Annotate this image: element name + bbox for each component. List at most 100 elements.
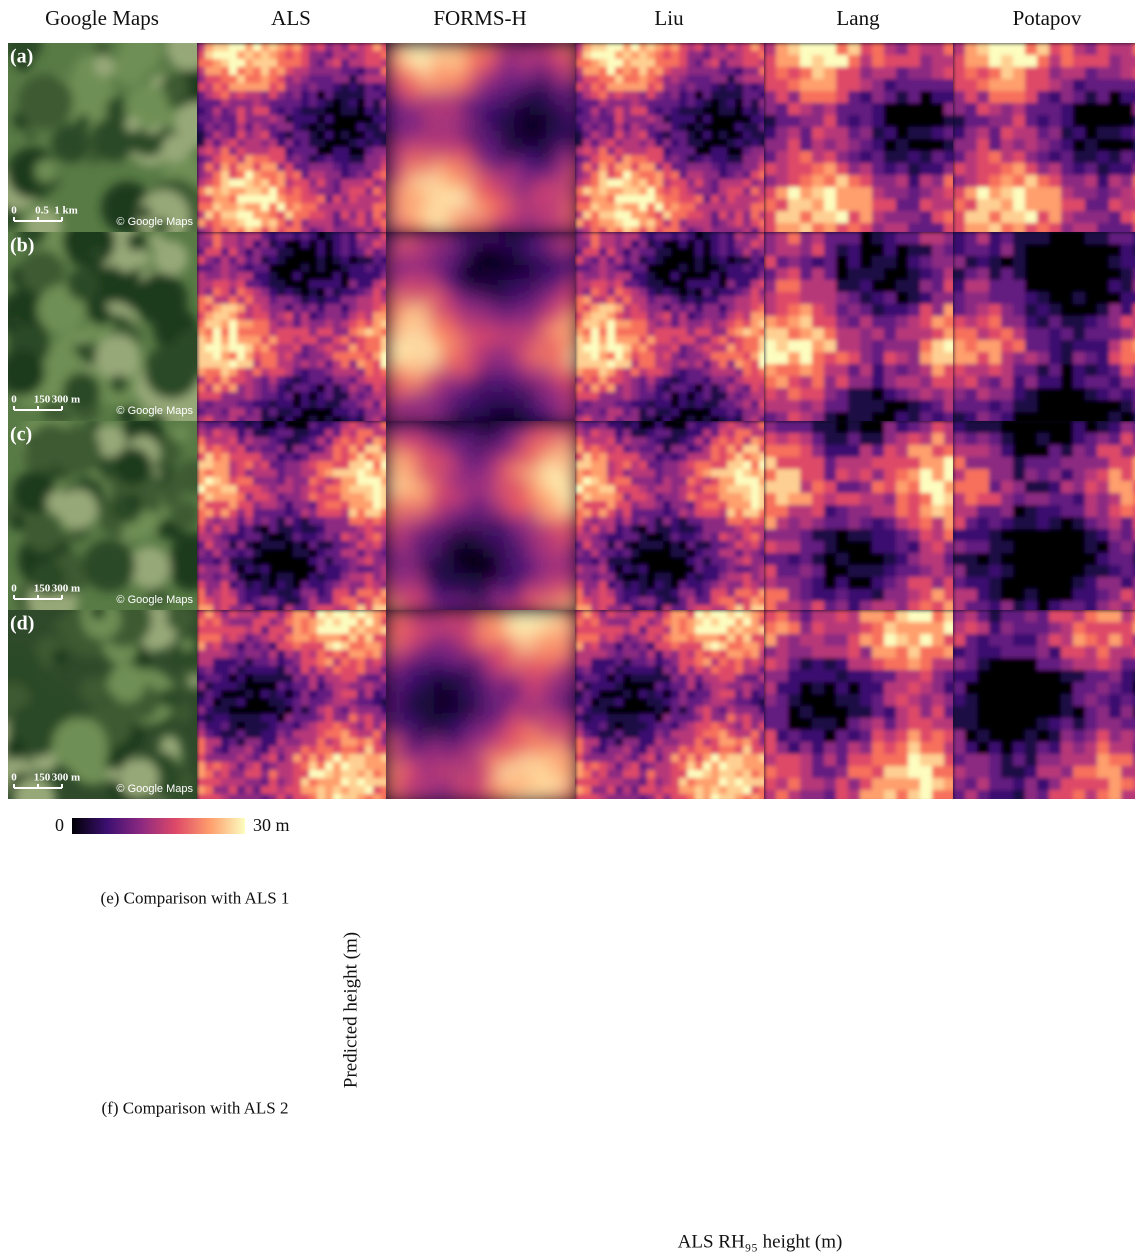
pixel <box>253 43 262 52</box>
pixel <box>932 79 945 92</box>
pixel <box>631 139 640 148</box>
pixel <box>341 147 350 156</box>
pixel <box>434 179 443 188</box>
pixel <box>719 163 728 172</box>
pixel <box>679 195 688 204</box>
pixel <box>695 99 704 108</box>
pixel <box>410 211 419 220</box>
pixel <box>920 211 933 224</box>
pixel <box>751 43 760 52</box>
pixel <box>197 59 206 68</box>
pixel <box>824 115 837 128</box>
pixel <box>719 131 728 140</box>
pixel <box>237 296 246 305</box>
pixel <box>663 75 672 84</box>
pixel <box>442 75 451 84</box>
pixel <box>727 139 736 148</box>
pixel <box>1073 199 1086 212</box>
pixel <box>386 171 395 180</box>
pixel <box>301 195 310 204</box>
pixel <box>285 203 294 212</box>
pixel <box>687 211 696 220</box>
pixel <box>317 179 326 188</box>
patch <box>175 102 197 144</box>
pixel <box>245 232 254 241</box>
pixel <box>1085 115 1098 128</box>
pixel <box>482 59 491 68</box>
pixel <box>474 203 483 212</box>
pixel <box>663 155 672 164</box>
pixel <box>546 131 555 140</box>
pixel <box>498 123 507 132</box>
pixel <box>498 83 507 92</box>
pixel <box>554 107 563 116</box>
pixel <box>325 195 334 204</box>
pixel <box>269 179 278 188</box>
pixel <box>764 199 777 212</box>
pixel <box>357 336 366 345</box>
pixel <box>599 115 608 124</box>
pixel <box>727 203 736 212</box>
pixel <box>703 155 712 164</box>
pixel <box>498 99 507 108</box>
pixel <box>977 223 990 232</box>
pixel <box>908 151 921 164</box>
pixel <box>1121 91 1134 104</box>
pixel <box>253 312 262 321</box>
pixel <box>719 43 728 52</box>
patch <box>93 43 111 58</box>
pixel <box>522 163 531 172</box>
pixel <box>253 195 262 204</box>
pixel <box>237 328 246 337</box>
pixel <box>373 256 382 265</box>
pixel <box>394 67 403 76</box>
pixel <box>365 240 374 249</box>
pixel <box>1085 67 1098 80</box>
pixel <box>365 43 374 52</box>
pixel <box>788 91 801 104</box>
pixel <box>1025 187 1038 200</box>
pixel <box>647 59 656 68</box>
pixel <box>800 139 813 152</box>
pixel <box>530 179 539 188</box>
pixel <box>671 211 680 220</box>
pixel <box>514 59 523 68</box>
pixel <box>245 312 254 321</box>
pixel <box>703 59 712 68</box>
pixel <box>800 43 813 56</box>
pixel <box>671 187 680 196</box>
pixel <box>896 139 909 152</box>
pixel <box>860 115 873 128</box>
pixel <box>759 211 764 220</box>
pixel <box>402 155 411 164</box>
pixel <box>1109 223 1122 232</box>
pixel <box>402 203 411 212</box>
pixel <box>261 272 270 281</box>
pixel <box>458 171 467 180</box>
pixel <box>944 163 953 176</box>
pixel <box>655 99 664 108</box>
pixel <box>836 199 849 212</box>
pixel <box>197 115 206 124</box>
pixel <box>1121 175 1134 188</box>
pixel <box>1097 103 1110 116</box>
pixel <box>498 107 507 116</box>
pixel <box>977 211 990 224</box>
pixel <box>373 123 382 132</box>
pixel <box>261 219 270 228</box>
pixel <box>373 59 382 68</box>
pixel <box>530 67 539 76</box>
pixel <box>450 211 459 220</box>
pixel <box>615 219 624 228</box>
pixel <box>349 248 358 257</box>
pixel <box>269 203 278 212</box>
pixel <box>381 304 386 313</box>
pixel <box>514 123 523 132</box>
pixel <box>245 195 254 204</box>
pixel <box>679 227 688 232</box>
pixel <box>442 155 451 164</box>
pixel <box>751 107 760 116</box>
pixel <box>639 179 648 188</box>
pixel <box>277 51 286 60</box>
pixel <box>599 195 608 204</box>
